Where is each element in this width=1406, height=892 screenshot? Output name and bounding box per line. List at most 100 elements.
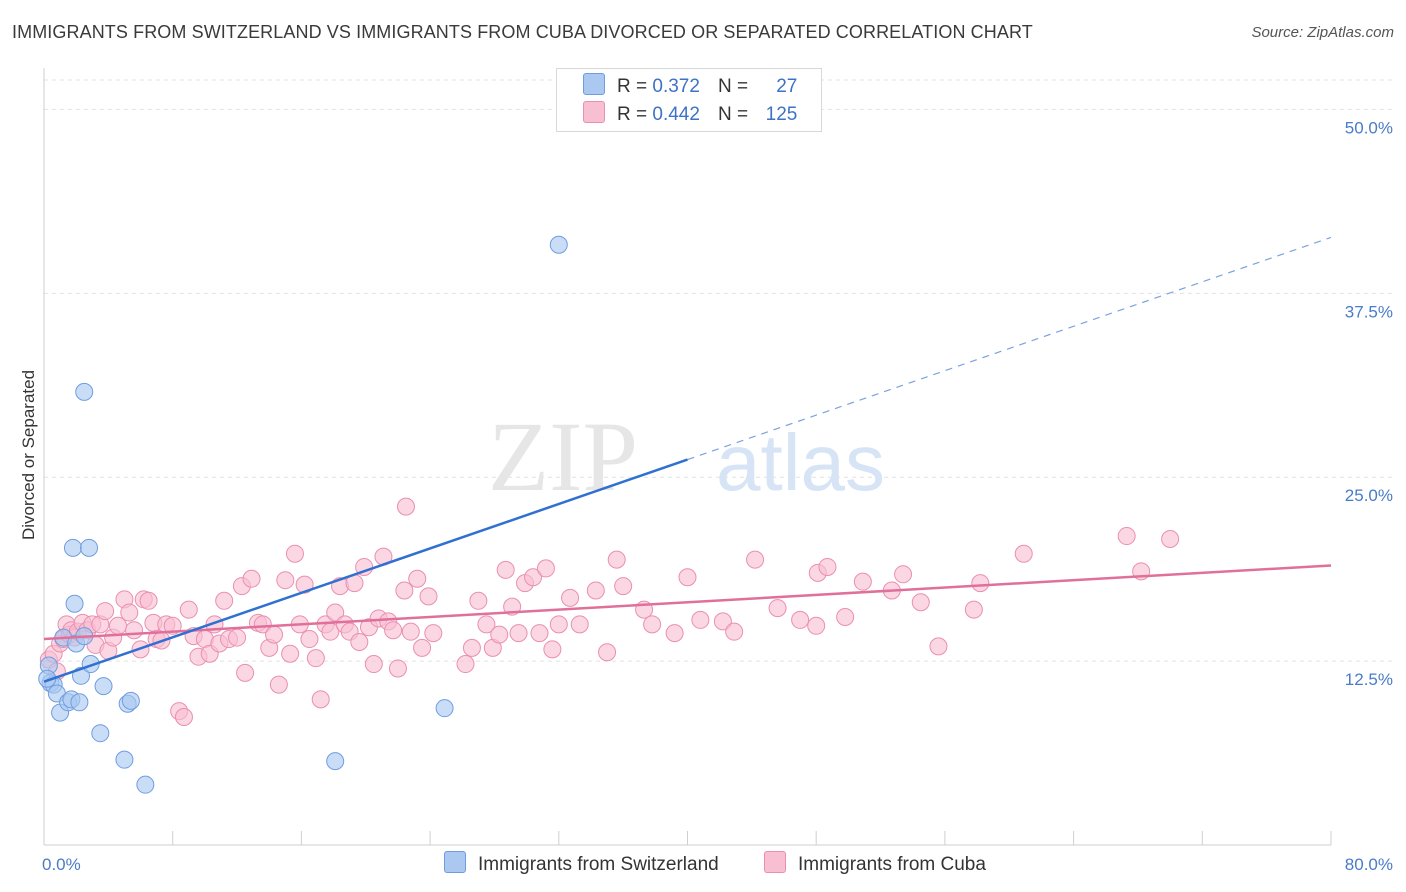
- data-point-cuba: [691, 610, 710, 629]
- chart-title: IMMIGRANTS FROM SWITZERLAND VS IMMIGRANT…: [12, 22, 1033, 42]
- data-point-cuba: [228, 628, 247, 647]
- legend-r-value-switzerland: 0.372: [652, 76, 700, 97]
- watermark-zip: ZIP: [488, 401, 638, 512]
- data-points: [38, 235, 1332, 794]
- data-point-cuba: [276, 571, 295, 590]
- data-point-switzerland: [115, 750, 134, 769]
- data-point-cuba: [408, 569, 427, 588]
- data-point-cuba: [971, 574, 990, 593]
- data-point-cuba: [836, 607, 855, 626]
- data-point-cuba: [395, 581, 414, 600]
- data-point-cuba: [496, 560, 515, 579]
- legend-row-cuba: R = 0.442 N = 125: [583, 101, 797, 127]
- data-point-cuba: [530, 624, 549, 643]
- data-point-cuba: [179, 600, 198, 619]
- data-point-cuba: [665, 624, 684, 643]
- data-point-cuba: [125, 621, 144, 640]
- data-point-cuba: [713, 612, 732, 631]
- data-point-cuba: [477, 615, 496, 634]
- data-point-cuba: [1014, 544, 1033, 563]
- data-point-cuba: [265, 625, 284, 644]
- series-swatch-switzerland: [444, 851, 466, 873]
- data-point-cuba: [543, 640, 562, 659]
- data-point-cuba: [561, 588, 580, 607]
- legend-n-value-switzerland: 27: [776, 76, 798, 97]
- data-point-cuba: [300, 630, 319, 649]
- data-point-cuba: [964, 600, 983, 619]
- series-legend-cuba: Immigrants from Cuba: [764, 851, 986, 876]
- data-point-cuba: [929, 637, 948, 656]
- data-point-cuba: [215, 591, 234, 610]
- data-point-cuba: [285, 544, 304, 563]
- trend-line-cuba: [43, 564, 1332, 641]
- data-point-cuba: [350, 632, 369, 651]
- y-tick-label: 50.0%: [1345, 118, 1393, 137]
- data-point-cuba: [570, 615, 589, 634]
- data-point-cuba: [524, 568, 543, 587]
- data-point-cuba: [490, 625, 509, 644]
- legend-n-value-cuba: 125: [765, 104, 798, 125]
- legend-n-label: N =: [717, 76, 749, 97]
- data-point-cuba: [462, 638, 481, 657]
- legend-n-label: N =: [717, 104, 749, 125]
- data-point-switzerland: [65, 594, 84, 613]
- y-axis-label: Divorced or Separated: [19, 370, 38, 540]
- legend-r-value-cuba: 0.442: [652, 104, 700, 125]
- data-point-cuba: [607, 550, 626, 569]
- data-point-cuba: [1161, 530, 1180, 548]
- data-point-cuba: [911, 593, 930, 612]
- data-point-cuba: [456, 655, 475, 674]
- y-tick-label: 12.5%: [1345, 670, 1393, 689]
- data-point-cuba: [109, 616, 128, 635]
- series-name-cuba: Immigrants from Cuba: [798, 854, 986, 875]
- legend-r-label: R =: [617, 104, 648, 125]
- data-point-switzerland: [435, 699, 454, 718]
- watermark-atlas: atlas: [716, 418, 885, 507]
- data-point-cuba: [1117, 527, 1136, 546]
- series-swatch-cuba: [764, 851, 786, 873]
- data-point-cuba: [586, 581, 605, 600]
- y-tick-label: 25.0%: [1345, 486, 1393, 505]
- data-point-switzerland: [91, 724, 110, 743]
- data-point-cuba: [311, 690, 330, 709]
- data-point-switzerland: [94, 677, 113, 696]
- data-point-switzerland: [63, 538, 82, 557]
- data-point-cuba: [253, 615, 272, 634]
- data-point-cuba: [536, 559, 555, 578]
- legend-row-switzerland: R = 0.372 N = 27: [583, 73, 797, 99]
- axes: [43, 68, 1332, 846]
- data-point-cuba: [807, 616, 826, 635]
- source-label: Source: ZipAtlas.com: [1251, 24, 1394, 41]
- data-point-cuba: [96, 602, 115, 621]
- data-point-cuba: [725, 622, 744, 641]
- x-tick-label-min: 0.0%: [42, 855, 81, 874]
- trend-lines: [687, 236, 1332, 461]
- series-name-switzerland: Immigrants from Switzerland: [478, 854, 719, 875]
- legend-swatch-switzerland: [583, 73, 605, 95]
- trend-line-switzerland-extrapolated: [687, 236, 1332, 461]
- data-point-switzerland: [136, 775, 155, 794]
- x-tick-label-max: 80.0%: [1345, 855, 1393, 874]
- data-point-switzerland: [70, 693, 89, 712]
- data-point-cuba: [306, 649, 325, 668]
- data-point-cuba: [326, 603, 345, 622]
- data-point-switzerland: [549, 235, 568, 254]
- data-point-cuba: [139, 591, 158, 610]
- data-point-cuba: [364, 655, 383, 674]
- data-point-cuba: [678, 568, 697, 587]
- data-point-switzerland: [80, 538, 99, 557]
- data-point-cuba: [549, 615, 568, 634]
- series-legend-switzerland: Immigrants from Switzerland: [444, 851, 719, 876]
- data-point-cuba: [401, 622, 420, 641]
- data-point-cuba: [818, 557, 837, 576]
- data-point-cuba: [163, 616, 182, 635]
- data-point-cuba: [419, 587, 438, 606]
- data-point-cuba: [388, 659, 407, 678]
- data-point-cuba: [174, 708, 193, 727]
- trend-line-switzerland: [43, 458, 688, 683]
- data-point-cuba: [643, 615, 662, 634]
- data-point-cuba: [281, 644, 300, 663]
- watermark: ZIP atlas: [488, 401, 885, 512]
- data-point-cuba: [384, 621, 403, 640]
- data-point-cuba: [236, 663, 255, 682]
